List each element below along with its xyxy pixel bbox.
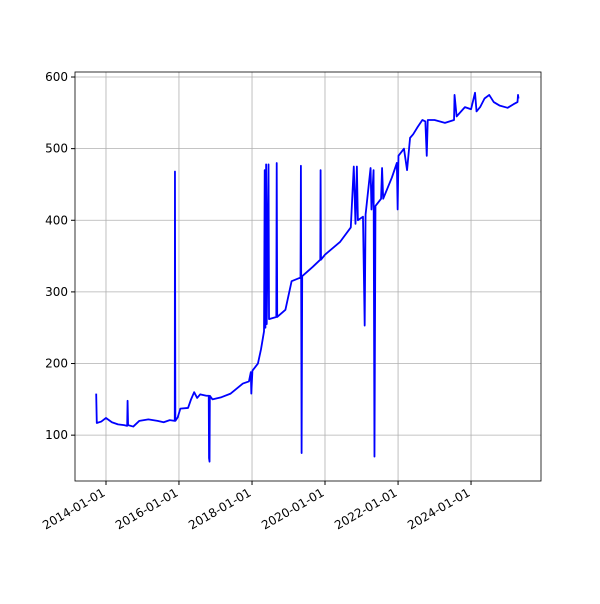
y-tick-label: 600 [45, 70, 68, 84]
y-tick-label: 500 [45, 142, 68, 156]
x-tick-label: 2020-01-01 [259, 485, 326, 532]
x-tick-label: 2014-01-01 [40, 485, 107, 532]
x-tick-label: 2016-01-01 [113, 485, 180, 532]
y-tick-label: 100 [45, 428, 68, 442]
x-tick-label: 2018-01-01 [186, 485, 253, 532]
data-line [95, 91, 520, 463]
y-tick-label: 300 [45, 285, 68, 299]
y-tick-label: 200 [45, 357, 68, 371]
x-tick-label: 2024-01-01 [405, 485, 472, 532]
y-tick-label: 400 [45, 213, 68, 227]
plot-frame [74, 71, 542, 482]
x-tick-label: 2022-01-01 [332, 485, 399, 532]
